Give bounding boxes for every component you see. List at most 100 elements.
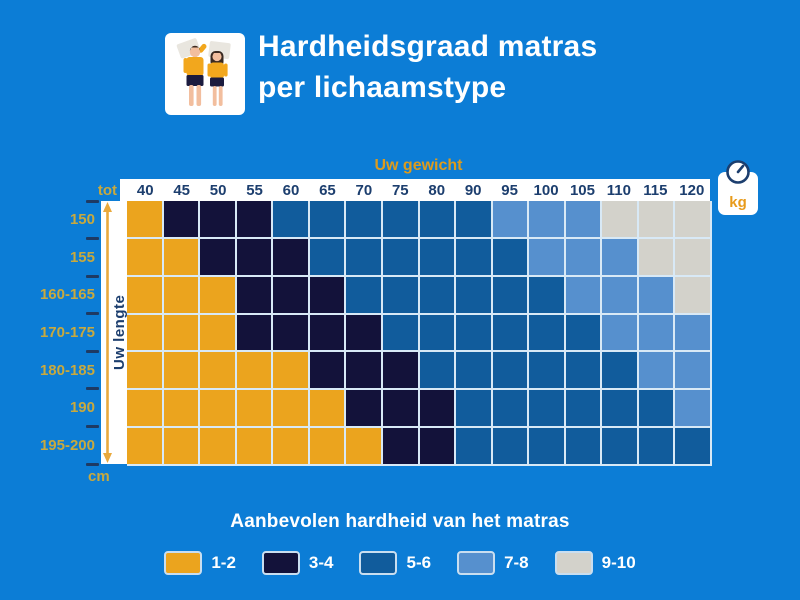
height-labels: 150 155 160-165 170-175 180-185 190 195-200 (28, 201, 95, 464)
matrix-cell-150cm-115kg (638, 201, 674, 237)
height-label-170-175: 170-175 (39, 324, 95, 342)
matrix-cell-195-200cm-80kg (419, 428, 455, 464)
legend-item-3-4: 3-4 (261, 551, 333, 575)
matrix-cell-155cm-115kg (638, 238, 674, 275)
weight-header-bar: 40 45 50 55 60 65 70 75 80 90 95 100 105 110 115 120 (120, 179, 710, 201)
legend-swatch-7-8 (457, 551, 496, 575)
legend-label-1-2: 1-2 (211, 553, 236, 572)
matrix-cell-160-165cm-115kg (638, 276, 674, 313)
legend-label-7-8: 7-8 (504, 553, 529, 572)
height-label-190: 190 (69, 399, 95, 417)
height-axis-tick (86, 274, 99, 278)
weight-label-80: 80 (428, 181, 446, 199)
matrix-cell-180-185cm-45kg (163, 352, 199, 389)
matrix-cell-150cm-65kg (309, 201, 345, 237)
matrix-cell-170-175cm-105kg (565, 314, 601, 351)
height-axis-bar: Uw lengte (101, 201, 128, 464)
height-label-150: 150 (69, 211, 95, 229)
weight-label-45: 45 (173, 181, 190, 199)
matrix-cell-190cm-95kg (492, 390, 528, 427)
matrix-cell-195-200cm-90kg (456, 428, 491, 464)
weight-label-50: 50 (209, 181, 227, 199)
matrix-cell-170-175cm-95kg (492, 314, 528, 351)
matrix-cell-160-165cm-70kg (346, 276, 381, 313)
weight-label-65: 65 (319, 181, 336, 199)
matrix-cell-195-200cm-65kg (309, 428, 345, 464)
matrix-cell-170-175cm-70kg (346, 314, 381, 351)
matrix-cell-190cm-65kg (309, 390, 345, 427)
legend-swatch-5-6 (359, 551, 398, 575)
matrix-cell-160-165cm-120kg (675, 276, 710, 313)
legend-label-5-6: 5-6 (406, 553, 432, 572)
legend-title: Aanbevolen hardheid van het matras (230, 511, 570, 532)
height-label-195-200: 195-200 (39, 436, 95, 454)
matrix-cell-160-165cm-55kg (236, 276, 272, 313)
weight-label-120: 120 (679, 181, 705, 199)
weight-label-55: 55 (246, 181, 263, 199)
matrix-cell-195-200cm-115kg (638, 428, 674, 464)
weight-axis-title: Uw gewicht (374, 157, 463, 174)
matrix-cell-190cm-55kg (236, 390, 272, 427)
legend-item-7-8: 7-8 (457, 551, 529, 575)
weight-label-60: 60 (282, 181, 300, 199)
matrix-cell-150cm-55kg (236, 201, 272, 237)
weight-scale-gauge-icon (725, 159, 751, 190)
matrix-cell-170-175cm-100kg (529, 314, 564, 351)
matrix-cell-190cm-60kg (273, 390, 308, 427)
page-title-line1: Hardheidsgraad matras (258, 30, 598, 63)
matrix-cell-155cm-110kg (602, 238, 637, 275)
weight-label-70: 70 (355, 181, 373, 199)
matrix-cell-160-165cm-90kg (456, 276, 491, 313)
matrix-cell-195-200cm-110kg (602, 428, 637, 464)
matrix-cell-155cm-60kg (273, 238, 308, 275)
matrix-cell-160-165cm-110kg (602, 276, 637, 313)
matrix-cell-180-185cm-110kg (602, 352, 637, 389)
legend-swatch-9-10 (554, 551, 593, 575)
legend-label-9-10: 9-10 (601, 553, 636, 572)
weight-label-100: 100 (533, 181, 559, 199)
matrix-cell-155cm-80kg (419, 238, 455, 275)
legend-item-1-2: 1-2 (164, 551, 236, 575)
matrix-cell-170-175cm-90kg (456, 314, 491, 351)
matrix-cell-195-200cm-60kg (273, 428, 308, 464)
height-axis-arrow-icon (101, 201, 114, 469)
matrix-cell-190cm-50kg (200, 390, 235, 427)
height-axis-tick (86, 387, 99, 391)
height-axis-ticks (86, 199, 99, 467)
matrix-cell-190cm-75kg (382, 390, 418, 427)
matrix-cell-195-200cm-75kg (382, 428, 418, 464)
matrix-cell-190cm-100kg (529, 390, 564, 427)
height-axis-title: Uw lengte (111, 294, 128, 371)
matrix-cell-190cm-80kg (419, 390, 455, 427)
legend-swatch-1-2 (164, 551, 203, 575)
matrix-cell-190cm-120kg (675, 390, 710, 427)
matrix-cell-195-200cm-95kg (492, 428, 528, 464)
matrix-cell-160-165cm-75kg (382, 276, 418, 313)
matrix-cell-170-175cm-110kg (602, 314, 637, 351)
matrix-cell-195-200cm-100kg (529, 428, 564, 464)
weight-label-95: 95 (501, 181, 518, 199)
matrix-cell-150cm-105kg (565, 201, 601, 237)
matrix-cell-170-175cm-65kg (309, 314, 345, 351)
legend: 1-2 3-4 5-6 7-8 9-10 (0, 551, 800, 575)
legend-item-5-6: 5-6 (359, 551, 431, 575)
matrix-cell-195-200cm-45kg (163, 428, 199, 464)
matrix-cell-170-175cm-115kg (638, 314, 674, 351)
matrix-cell-160-165cm-50kg (200, 276, 235, 313)
matrix-cell-155cm-50kg (200, 238, 235, 275)
height-label-160-165: 160-165 (39, 286, 95, 304)
weight-label-90: 90 (464, 181, 482, 199)
matrix-cell-160-165cm-45kg (163, 276, 199, 313)
matrix-cell-190cm-110kg (602, 390, 637, 427)
height-axis-tick (86, 237, 99, 241)
matrix-cell-160-165cm-100kg (529, 276, 564, 313)
matrix-cell-170-175cm-45kg (163, 314, 199, 351)
matrix-cell-170-175cm-60kg (273, 314, 308, 351)
weight-unit-label: kg (729, 194, 747, 211)
matrix-cell-190cm-40kg (127, 390, 162, 427)
matrix-cell-195-200cm-70kg (346, 428, 381, 464)
matrix-cell-150cm-40kg (127, 201, 162, 237)
matrix-cell-155cm-40kg (127, 238, 162, 275)
matrix-cell-180-185cm-50kg (200, 352, 235, 389)
weight-label-110: 110 (606, 181, 631, 199)
